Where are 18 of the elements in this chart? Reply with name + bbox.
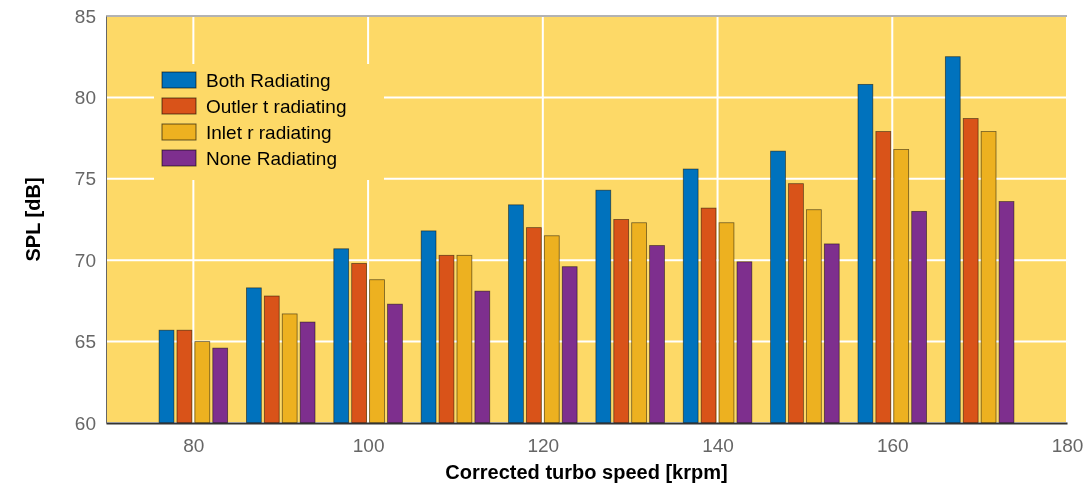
y-axis-title: SPL [dB] xyxy=(22,177,44,262)
y-tick-label: 70 xyxy=(74,249,96,271)
x-axis-title: Corrected turbo speed [krpm] xyxy=(445,461,728,483)
x-tick-label: 100 xyxy=(352,435,385,457)
legend-label: None Radiating xyxy=(206,148,337,169)
legend-label: Inlet r radiating xyxy=(206,122,332,143)
y-tick-label: 80 xyxy=(74,86,96,108)
y-tick-label: 65 xyxy=(74,331,96,353)
y-tick-label: 75 xyxy=(74,168,96,190)
y-tick-label: 60 xyxy=(74,412,96,434)
x-tick-label: 120 xyxy=(527,435,560,457)
y-tick-label: 85 xyxy=(74,5,96,27)
x-tick-label: 180 xyxy=(1051,435,1084,457)
x-tick-label: 80 xyxy=(183,435,205,457)
x-tick-label: 140 xyxy=(702,435,734,457)
legend-label: Both Radiating xyxy=(206,70,331,91)
x-tick-label: 160 xyxy=(876,435,909,457)
legend-label: Outler t radiating xyxy=(206,96,347,117)
